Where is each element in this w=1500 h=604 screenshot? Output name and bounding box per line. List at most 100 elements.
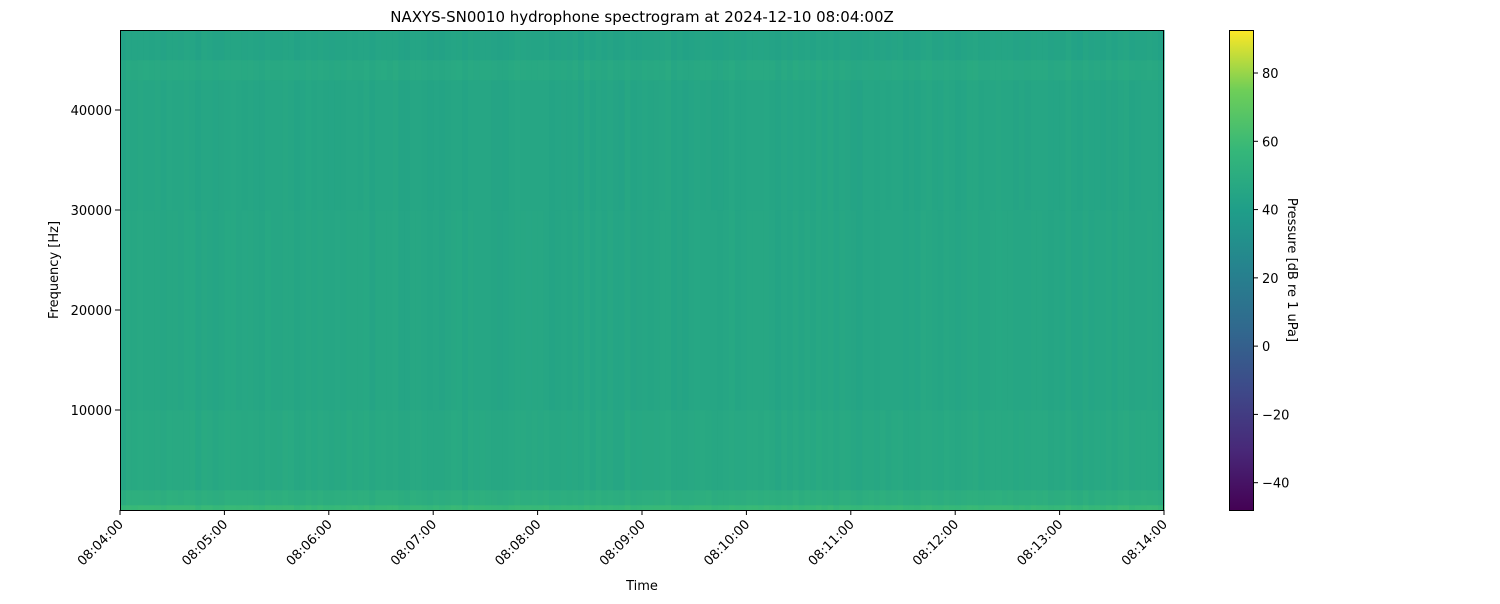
heatmap-cell — [520, 505, 527, 511]
heatmap-cell — [1123, 80, 1130, 211]
heatmap-cell — [845, 505, 852, 511]
heatmap-cell — [792, 60, 800, 81]
heatmap-cell — [740, 410, 747, 491]
heatmap-cell — [433, 505, 440, 511]
heatmap-cell — [328, 60, 336, 81]
heatmap-cell — [584, 30, 591, 61]
heatmap-cell — [856, 490, 863, 506]
heatmap-cell — [363, 210, 370, 411]
heatmap-cell — [589, 505, 597, 511]
heatmap-cell — [932, 490, 939, 506]
heatmap-cell — [1135, 30, 1142, 61]
heatmap-cell — [328, 30, 336, 61]
heatmap-cell — [734, 410, 742, 491]
heatmap-cell — [508, 210, 515, 411]
heatmap-cell — [613, 30, 620, 61]
heatmap-cell — [166, 490, 173, 506]
heatmap-cell — [386, 80, 394, 211]
heatmap-cell — [427, 60, 434, 81]
heatmap-cell — [816, 60, 823, 81]
heatmap-cell — [821, 30, 829, 61]
heatmap-cell — [763, 80, 771, 211]
heatmap-cell — [729, 80, 736, 211]
heatmap-cell — [183, 60, 191, 81]
heatmap-cell — [154, 80, 162, 211]
heatmap-cell — [949, 210, 956, 411]
heatmap-cell — [247, 410, 254, 491]
heatmap-cell — [352, 490, 359, 506]
heatmap-cell — [897, 60, 904, 81]
heatmap-cell — [294, 410, 301, 491]
heatmap-cell — [1100, 30, 1107, 61]
x-tick-label: 08:12:00 — [910, 517, 962, 569]
heatmap-cell — [294, 30, 301, 61]
heatmap-cell — [589, 210, 597, 411]
heatmap-cell — [270, 210, 278, 411]
heatmap-cell — [659, 505, 666, 511]
heatmap-cell — [1071, 210, 1078, 411]
heatmap-cell — [1140, 410, 1148, 491]
heatmap-cell — [1059, 410, 1066, 491]
heatmap-cell — [468, 490, 475, 506]
heatmap-cell — [1100, 410, 1107, 491]
heatmap-cell — [485, 80, 492, 211]
heatmap-cell — [995, 505, 1003, 511]
heatmap-cell — [1065, 210, 1072, 411]
heatmap-cell — [1094, 60, 1101, 81]
heatmap-cell — [595, 490, 602, 506]
heatmap-cell — [125, 210, 133, 411]
heatmap-cell — [879, 80, 887, 211]
heatmap-cell — [885, 30, 892, 61]
heatmap-cell — [1053, 80, 1061, 211]
heatmap-cell — [328, 80, 336, 211]
heatmap-cell — [868, 410, 875, 491]
heatmap-cell — [456, 410, 463, 491]
heatmap-cell — [1088, 80, 1095, 211]
heatmap-cell — [891, 80, 898, 211]
heatmap-cell — [369, 210, 376, 411]
heatmap-cell — [1088, 60, 1095, 81]
heatmap-cell — [398, 60, 405, 81]
heatmap-cell — [497, 210, 504, 411]
heatmap-cell — [572, 505, 579, 511]
heatmap-cell — [421, 210, 428, 411]
heatmap-cell — [752, 80, 759, 211]
heatmap-cell — [346, 30, 353, 61]
heatmap-cell — [903, 80, 910, 211]
heatmap-cell — [990, 490, 997, 506]
heatmap-cell — [810, 30, 817, 61]
heatmap-cell — [1053, 210, 1061, 411]
heatmap-cell — [1082, 505, 1090, 511]
heatmap-cell — [630, 490, 637, 506]
heatmap-cell — [1007, 80, 1014, 211]
heatmap-cell — [1013, 490, 1020, 506]
heatmap — [120, 30, 1165, 511]
heatmap-cell — [659, 210, 666, 411]
heatmap-cell — [212, 410, 220, 491]
heatmap-cell — [566, 60, 573, 81]
heatmap-cell — [769, 60, 776, 81]
heatmap-cell — [850, 60, 858, 81]
heatmap-cell — [369, 60, 376, 81]
heatmap-cell — [781, 505, 788, 511]
heatmap-cell — [398, 210, 405, 411]
heatmap-cell — [543, 210, 550, 411]
heatmap-cell — [1001, 410, 1008, 491]
heatmap-cell — [653, 60, 660, 81]
colorbar-tick-label: 40 — [1262, 204, 1279, 219]
heatmap-cell — [891, 210, 898, 411]
heatmap-cell — [247, 210, 254, 411]
heatmap-cell — [1013, 60, 1020, 81]
heatmap-cell — [218, 410, 225, 491]
heatmap-cell — [462, 210, 469, 411]
heatmap-cell — [514, 505, 521, 511]
colorbar-label: Pressure [dB re 1 uPa] — [1284, 198, 1299, 342]
heatmap-cell — [972, 490, 979, 506]
heatmap-cell — [804, 505, 811, 511]
heatmap-cell — [1030, 80, 1037, 211]
heatmap-cell — [995, 30, 1003, 61]
heatmap-cell — [555, 410, 562, 491]
x-tick-label: 08:10:00 — [701, 517, 753, 569]
heatmap-cell — [473, 30, 481, 61]
heatmap-cell — [207, 210, 214, 411]
